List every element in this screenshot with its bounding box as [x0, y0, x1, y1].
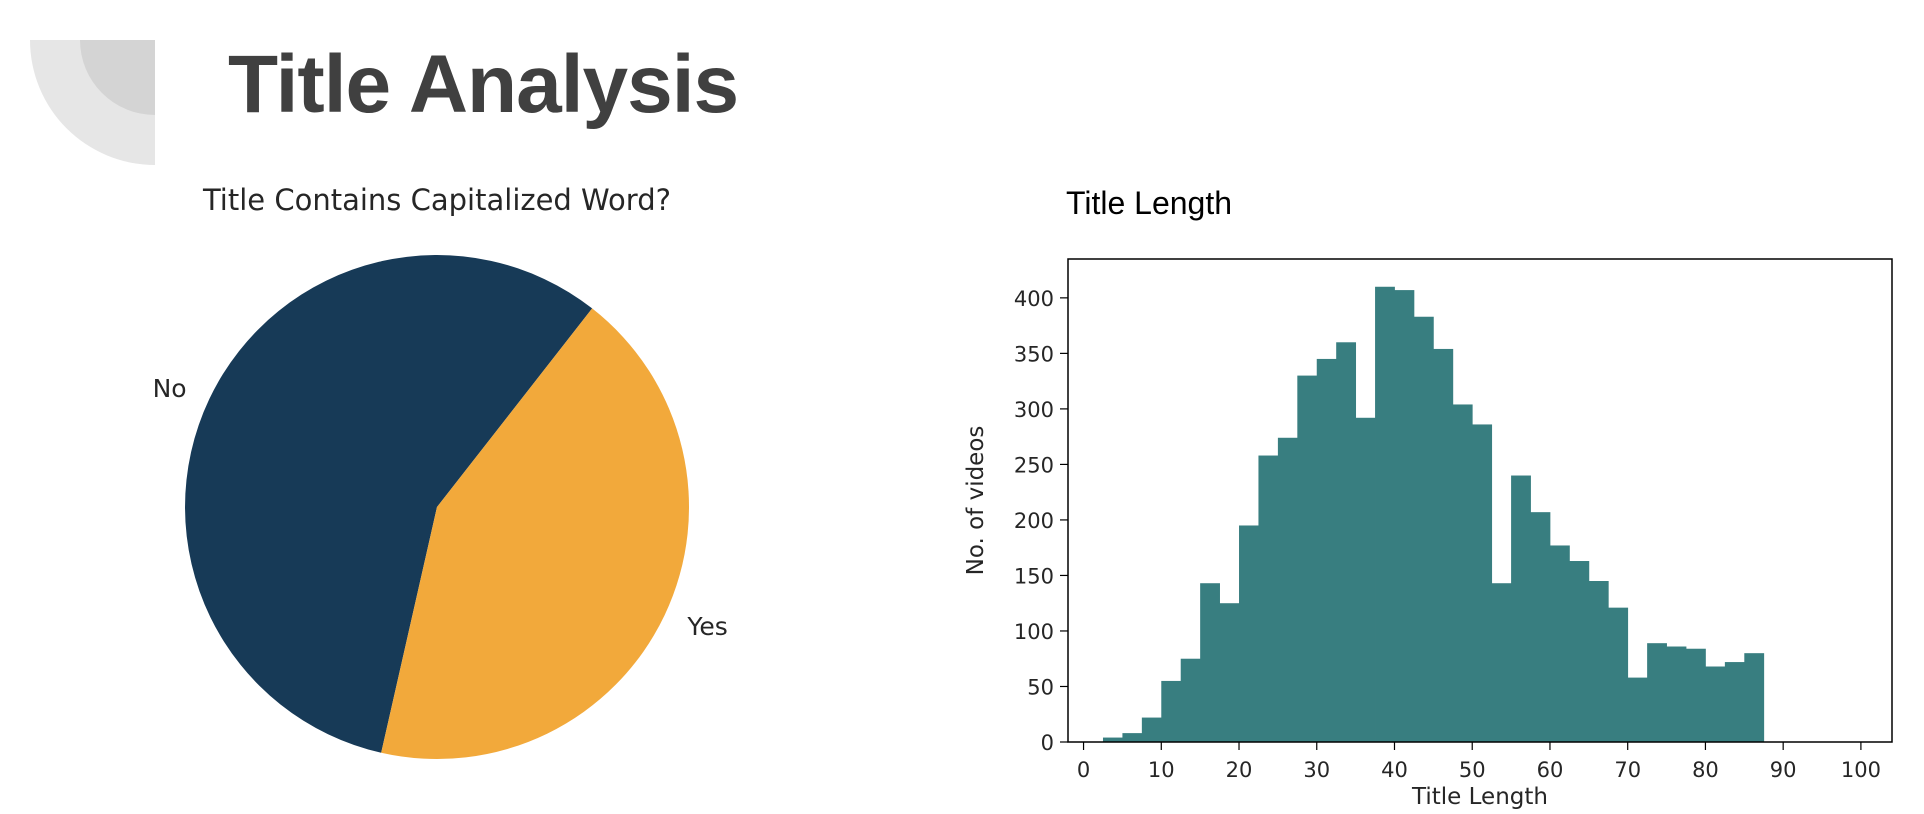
- y-tick-label: 50: [1027, 675, 1054, 699]
- x-tick-label: 90: [1770, 758, 1797, 782]
- histogram-bar: [1744, 653, 1765, 742]
- pie-slice-yes: [381, 308, 690, 760]
- histogram-bar: [1666, 646, 1687, 742]
- histogram-bar: [1219, 603, 1240, 742]
- histogram-bar: [1336, 342, 1357, 742]
- y-tick-label: 100: [1014, 620, 1054, 644]
- histogram-bar: [1277, 437, 1298, 742]
- x-tick-label: 30: [1303, 758, 1330, 782]
- pie-title: Title Contains Capitalized Word?: [202, 183, 671, 217]
- histogram-bar: [1569, 561, 1590, 742]
- x-tick-label: 80: [1692, 758, 1719, 782]
- histogram-bar: [1239, 525, 1259, 742]
- histogram-bar: [1375, 286, 1395, 742]
- y-tick-label: 150: [1014, 564, 1054, 588]
- y-tick-label: 0: [1041, 731, 1054, 755]
- histogram-bar: [1297, 375, 1318, 742]
- histogram-bar: [1141, 717, 1162, 742]
- x-tick-label: 50: [1459, 758, 1486, 782]
- histogram-bar: [1413, 316, 1434, 742]
- x-tick-label: 10: [1148, 758, 1175, 782]
- x-tick-label: 70: [1614, 758, 1641, 782]
- y-tick-label: 350: [1014, 342, 1054, 366]
- histogram-bar: [1122, 733, 1143, 742]
- x-tick-label: 20: [1226, 758, 1253, 782]
- x-tick-label: 100: [1841, 758, 1881, 782]
- x-axis-label: Title Length: [1411, 784, 1548, 810]
- histogram-bar: [1316, 358, 1337, 742]
- histogram-frame: [1067, 258, 1893, 743]
- histogram-bar: [1705, 666, 1726, 742]
- histogram-bar: [1452, 404, 1473, 742]
- y-tick-label: 300: [1014, 398, 1054, 422]
- histogram-bar: [1180, 658, 1201, 742]
- histogram-bar: [1355, 417, 1376, 742]
- histogram-bar: [1608, 607, 1629, 742]
- histogram-bar: [1588, 581, 1609, 742]
- y-axis-label: No. of videos: [963, 426, 989, 576]
- histogram-bar: [1724, 662, 1745, 742]
- histogram-bar: [1200, 583, 1220, 742]
- pie-label-no: No: [153, 374, 187, 403]
- histogram-bar: [1627, 677, 1648, 742]
- x-tick-label: 60: [1537, 758, 1564, 782]
- histogram-bar: [1433, 348, 1454, 742]
- histogram-bar: [1549, 545, 1570, 742]
- y-tick-label: 200: [1014, 509, 1054, 533]
- y-tick-label: 250: [1014, 453, 1054, 477]
- page-title: Title Analysis: [228, 39, 739, 130]
- histogram-bar: [1686, 648, 1706, 742]
- pie-label-yes: Yes: [686, 612, 727, 641]
- histogram-bar: [1511, 475, 1531, 742]
- x-tick-label: 40: [1381, 758, 1408, 782]
- histogram-bar: [1647, 643, 1667, 742]
- histogram-bar: [1161, 680, 1182, 742]
- histogram-bar: [1102, 737, 1123, 742]
- y-tick-label: 400: [1014, 287, 1054, 311]
- histogram-bar: [1394, 290, 1415, 742]
- x-tick-label: 0: [1077, 758, 1090, 782]
- pie-slice-no: [185, 255, 593, 753]
- histogram-title: Title Length: [1066, 185, 1232, 221]
- histogram-bar: [1491, 583, 1512, 742]
- decorative-corner-shape: [30, 40, 155, 165]
- histogram-chart: Title Length 0 10 20 30 40 50 60 70 80 90 100 0 50 100…: [963, 185, 1893, 810]
- histogram-bar: [1472, 424, 1493, 742]
- histogram-bar: [1530, 512, 1551, 742]
- pie-chart: Title Contains Capitalized Word? No Yes: [153, 183, 728, 760]
- histogram-bar: [1258, 455, 1279, 742]
